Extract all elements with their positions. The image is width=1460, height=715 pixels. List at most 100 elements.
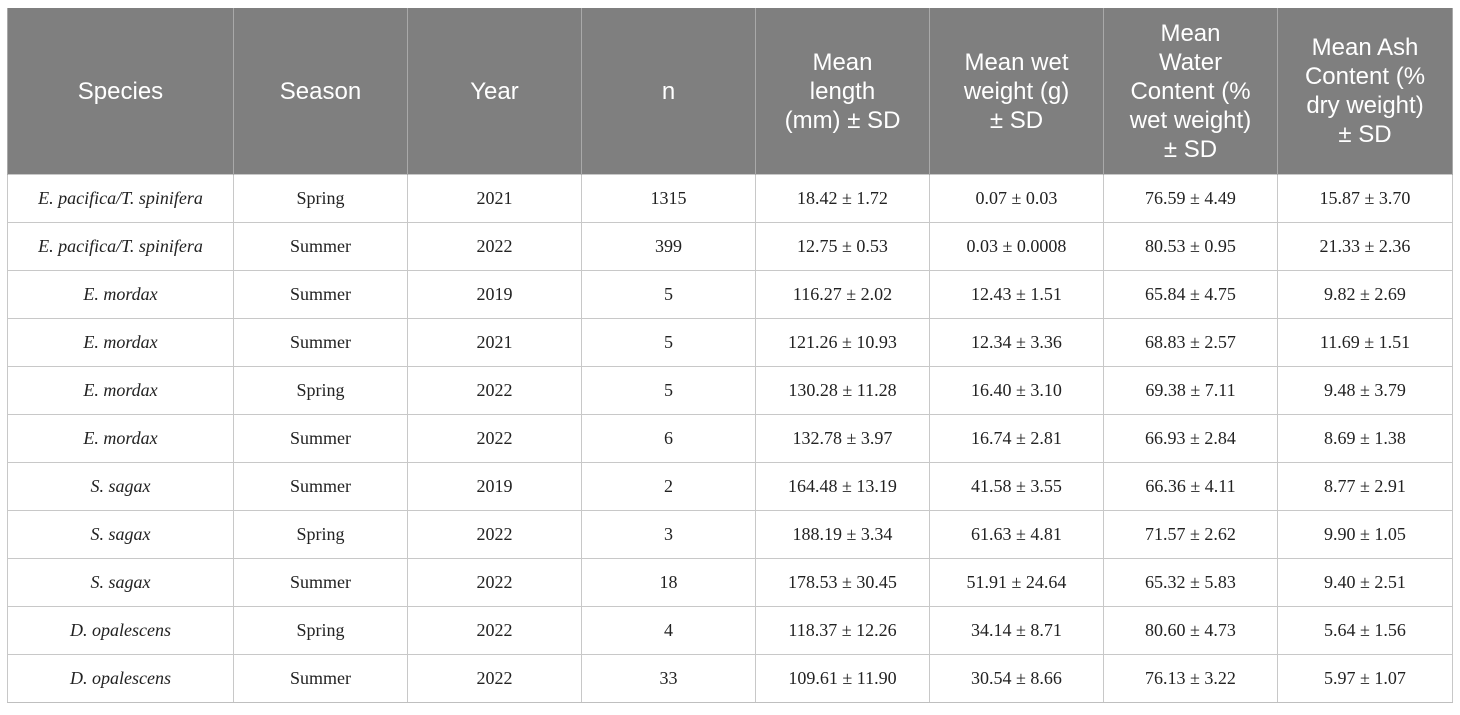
table-container: Species Season Year n Mean length (mm) ±… <box>7 8 1453 703</box>
cell-mean-length: 188.19 ± 3.34 <box>755 510 930 559</box>
cell-mean-wet-weight: 51.91 ± 24.64 <box>929 558 1104 607</box>
cell-mean-water-content: 65.32 ± 5.83 <box>1103 558 1278 607</box>
cell-season: Spring <box>233 510 408 559</box>
cell-season: Summer <box>233 270 408 319</box>
cell-mean-wet-weight: 12.34 ± 3.36 <box>929 318 1104 367</box>
cell-season: Summer <box>233 222 408 271</box>
cell-mean-ash-content: 9.48 ± 3.79 <box>1277 366 1453 415</box>
cell-mean-length: 109.61 ± 11.90 <box>755 654 930 703</box>
cell-year: 2019 <box>407 270 582 319</box>
cell-species: E. mordax <box>7 366 234 415</box>
cell-mean-water-content: 65.84 ± 4.75 <box>1103 270 1278 319</box>
cell-mean-water-content: 80.53 ± 0.95 <box>1103 222 1278 271</box>
cell-season: Summer <box>233 654 408 703</box>
cell-species: E. mordax <box>7 270 234 319</box>
cell-n: 5 <box>581 318 756 367</box>
cell-mean-wet-weight: 0.03 ± 0.0008 <box>929 222 1104 271</box>
cell-year: 2021 <box>407 174 582 223</box>
header-mean-length: Mean length (mm) ± SD <box>755 8 930 175</box>
cell-year: 2022 <box>407 654 582 703</box>
cell-year: 2021 <box>407 318 582 367</box>
cell-mean-water-content: 71.57 ± 2.62 <box>1103 510 1278 559</box>
cell-mean-wet-weight: 0.07 ± 0.03 <box>929 174 1104 223</box>
cell-year: 2022 <box>407 510 582 559</box>
cell-mean-length: 164.48 ± 13.19 <box>755 462 930 511</box>
cell-species: D. opalescens <box>7 654 234 703</box>
cell-n: 18 <box>581 558 756 607</box>
cell-mean-ash-content: 5.64 ± 1.56 <box>1277 606 1453 655</box>
cell-season: Summer <box>233 318 408 367</box>
cell-year: 2022 <box>407 558 582 607</box>
cell-n: 1315 <box>581 174 756 223</box>
cell-species: D. opalescens <box>7 606 234 655</box>
cell-n: 2 <box>581 462 756 511</box>
cell-mean-ash-content: 9.40 ± 2.51 <box>1277 558 1453 607</box>
cell-n: 33 <box>581 654 756 703</box>
cell-mean-wet-weight: 30.54 ± 8.66 <box>929 654 1104 703</box>
header-season: Season <box>233 8 408 175</box>
table-row: E. pacifica/T. spinifera Spring 2021 1315 18… <box>7 174 1453 223</box>
cell-mean-water-content: 80.60 ± 4.73 <box>1103 606 1278 655</box>
cell-mean-water-content: 66.93 ± 2.84 <box>1103 414 1278 463</box>
cell-n: 6 <box>581 414 756 463</box>
cell-season: Spring <box>233 606 408 655</box>
cell-season: Summer <box>233 462 408 511</box>
cell-n: 4 <box>581 606 756 655</box>
cell-mean-water-content: 66.36 ± 4.11 <box>1103 462 1278 511</box>
header-mean-water-content: Mean Water Content (% wet weight) ± SD <box>1103 8 1278 175</box>
table-row: E. mordax Summer 2021 5 121.26 ± 10.93 12.34 … <box>7 318 1453 367</box>
header-year: Year <box>407 8 582 175</box>
cell-species: E. pacifica/T. spinifera <box>7 222 234 271</box>
cell-n: 5 <box>581 270 756 319</box>
cell-mean-wet-weight: 34.14 ± 8.71 <box>929 606 1104 655</box>
table-row: D. opalescens Summer 2022 33 109.61 ± 11.90 3… <box>7 654 1453 703</box>
cell-mean-ash-content: 8.77 ± 2.91 <box>1277 462 1453 511</box>
cell-year: 2022 <box>407 222 582 271</box>
cell-year: 2019 <box>407 462 582 511</box>
cell-species: S. sagax <box>7 462 234 511</box>
cell-mean-water-content: 69.38 ± 7.11 <box>1103 366 1278 415</box>
cell-mean-ash-content: 8.69 ± 1.38 <box>1277 414 1453 463</box>
table-row: E. mordax Spring 2022 5 130.28 ± 11.28 16.40 … <box>7 366 1453 415</box>
table-body: E. pacifica/T. spinifera Spring 2021 1315 18… <box>7 174 1453 703</box>
cell-mean-length: 178.53 ± 30.45 <box>755 558 930 607</box>
cell-n: 5 <box>581 366 756 415</box>
header-mean-ash-content: Mean Ash Content (% dry weight) ± SD <box>1277 8 1453 175</box>
table-row: D. opalescens Spring 2022 4 118.37 ± 12.26 34… <box>7 606 1453 655</box>
cell-mean-wet-weight: 12.43 ± 1.51 <box>929 270 1104 319</box>
cell-mean-ash-content: 11.69 ± 1.51 <box>1277 318 1453 367</box>
cell-mean-length: 121.26 ± 10.93 <box>755 318 930 367</box>
cell-season: Summer <box>233 558 408 607</box>
cell-mean-ash-content: 21.33 ± 2.36 <box>1277 222 1453 271</box>
cell-mean-wet-weight: 61.63 ± 4.81 <box>929 510 1104 559</box>
cell-mean-water-content: 76.13 ± 3.22 <box>1103 654 1278 703</box>
header-species: Species <box>7 8 234 175</box>
cell-species: E. pacifica/T. spinifera <box>7 174 234 223</box>
cell-mean-length: 132.78 ± 3.97 <box>755 414 930 463</box>
cell-mean-ash-content: 9.82 ± 2.69 <box>1277 270 1453 319</box>
cell-mean-ash-content: 5.97 ± 1.07 <box>1277 654 1453 703</box>
cell-species: S. sagax <box>7 558 234 607</box>
table-row: S. sagax Summer 2022 18 178.53 ± 30.45 51.91 … <box>7 558 1453 607</box>
cell-mean-ash-content: 15.87 ± 3.70 <box>1277 174 1453 223</box>
cell-mean-water-content: 68.83 ± 2.57 <box>1103 318 1278 367</box>
cell-season: Spring <box>233 174 408 223</box>
cell-mean-ash-content: 9.90 ± 1.05 <box>1277 510 1453 559</box>
header-mean-wet-weight: Mean wet weight (g) ± SD <box>929 8 1104 175</box>
cell-mean-wet-weight: 16.74 ± 2.81 <box>929 414 1104 463</box>
cell-n: 399 <box>581 222 756 271</box>
cell-season: Summer <box>233 414 408 463</box>
cell-species: E. mordax <box>7 414 234 463</box>
cell-year: 2022 <box>407 414 582 463</box>
data-table: Species Season Year n Mean length (mm) ±… <box>7 8 1453 703</box>
table-row: S. sagax Spring 2022 3 188.19 ± 3.34 61.63 ± … <box>7 510 1453 559</box>
table-row: S. sagax Summer 2019 2 164.48 ± 13.19 41.58 ±… <box>7 462 1453 511</box>
cell-year: 2022 <box>407 366 582 415</box>
cell-season: Spring <box>233 366 408 415</box>
table-row: E. mordax Summer 2022 6 132.78 ± 3.97 16.74 ±… <box>7 414 1453 463</box>
cell-mean-length: 118.37 ± 12.26 <box>755 606 930 655</box>
table-row: E. pacifica/T. spinifera Summer 2022 399 12.… <box>7 222 1453 271</box>
header-row: Species Season Year n Mean length (mm) ±… <box>7 8 1453 175</box>
header-n: n <box>581 8 756 175</box>
cell-mean-length: 18.42 ± 1.72 <box>755 174 930 223</box>
